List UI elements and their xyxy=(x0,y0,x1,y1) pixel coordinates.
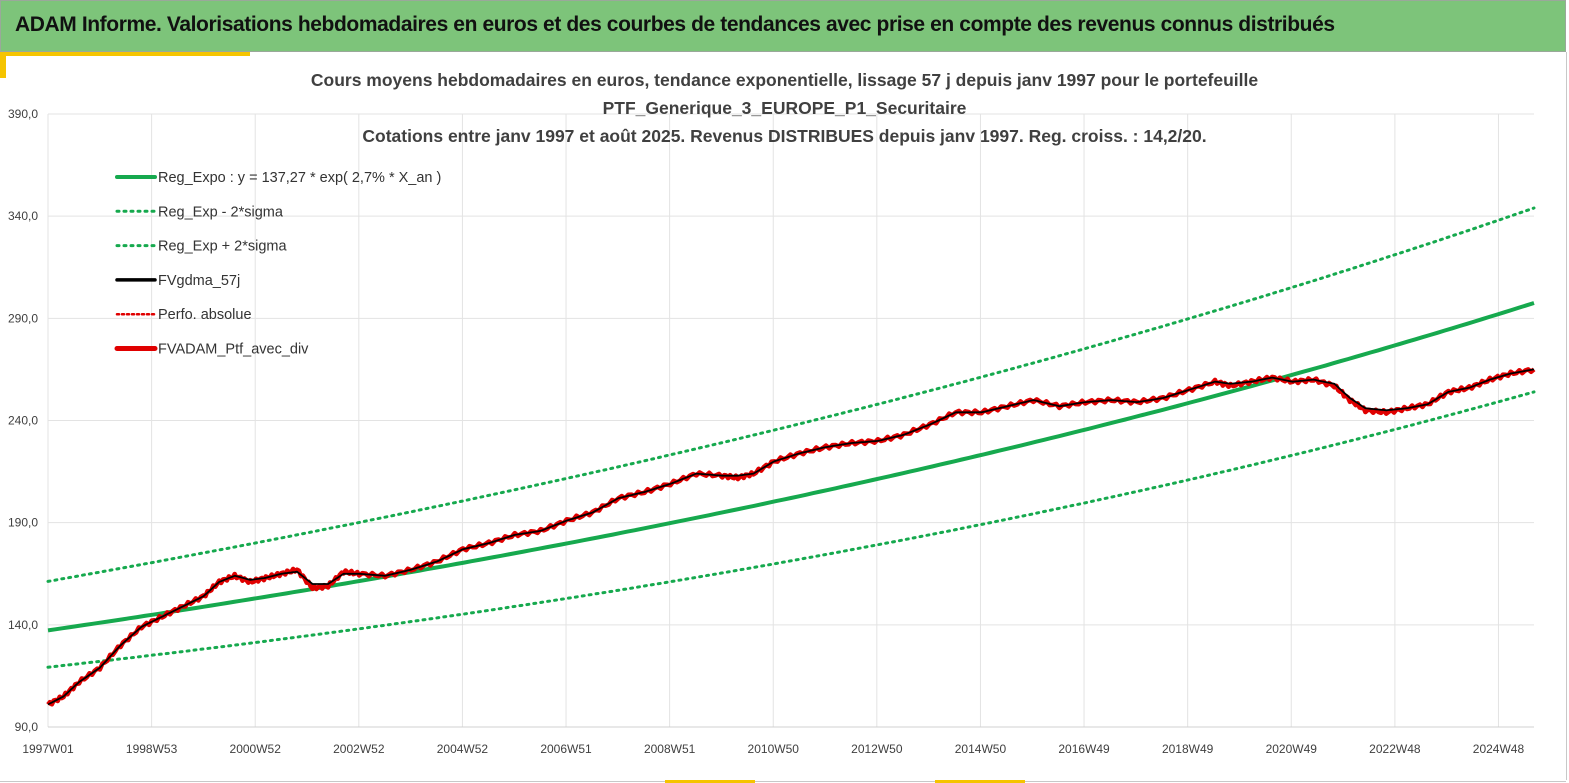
chart-title-line-3: Cotations entre janv 1997 et août 2025. … xyxy=(362,126,1207,146)
frame-border-right xyxy=(1566,52,1567,780)
legend: Reg_Expo : y = 137,27 * exp( 2,7% * X_an… xyxy=(114,170,441,358)
x-tick-label: 2022W48 xyxy=(1369,742,1421,756)
series-line-fvgdma-57j xyxy=(47,368,1535,706)
x-tick-label: 2024W48 xyxy=(1473,742,1525,756)
series-line-perfo-absolue xyxy=(47,368,1535,706)
accent-bar-top xyxy=(0,52,250,56)
y-tick-label: 140,0 xyxy=(8,618,38,632)
series-line-reg-exp-plus-2sigma xyxy=(46,206,1536,583)
x-tick-label: 2014W50 xyxy=(955,742,1007,756)
series-line-fvadam-ptf-avec-div xyxy=(46,367,1536,707)
chart-series xyxy=(46,206,1536,707)
y-tick-label: 340,0 xyxy=(8,209,38,223)
series-line-reg-exp-minus-2sigma xyxy=(46,390,1536,669)
x-tick-label: 2008W51 xyxy=(644,742,696,756)
x-tick-label: 2004W52 xyxy=(437,742,489,756)
legend-label: Reg_Exp + 2*sigma xyxy=(158,239,287,255)
chart-title-line-2: PTF_Generique_3_EUROPE_P1_Securitaire xyxy=(602,98,967,118)
x-tick-label: 2000W52 xyxy=(230,742,282,756)
legend-label: Perfo. absolue xyxy=(158,307,252,323)
x-tick-label: 2018W49 xyxy=(1162,742,1214,756)
frame-border-bottom xyxy=(0,781,1566,782)
legend-label: FVgdma_57j xyxy=(158,273,240,289)
legend-label: Reg_Exp - 2*sigma xyxy=(158,204,284,220)
accent-bar-bottom xyxy=(665,780,755,783)
x-tick-label: 2010W50 xyxy=(748,742,800,756)
header-title: ADAM Informe. Valorisations hebdomadaire… xyxy=(15,13,1335,36)
chart-grid xyxy=(47,113,1534,728)
x-tick-label: 1998W53 xyxy=(126,742,178,756)
series-line-reg-expo xyxy=(47,301,1535,633)
x-tick-label: 2002W52 xyxy=(333,742,385,756)
x-tick-label: 2020W49 xyxy=(1266,742,1318,756)
header-bar: ADAM Informe. Valorisations hebdomadaire… xyxy=(0,0,1566,52)
y-tick-label: 90,0 xyxy=(15,720,39,734)
y-axis: 90,0 140,0 190,0 240,0 290,0 340,0 390,0 xyxy=(8,107,38,734)
y-tick-label: 190,0 xyxy=(8,516,38,530)
x-tick-label: 2012W50 xyxy=(851,742,903,756)
y-tick-label: 290,0 xyxy=(8,311,38,325)
x-tick-label: 1997W01 xyxy=(22,742,74,756)
y-tick-label: 390,0 xyxy=(8,107,38,121)
y-tick-label: 240,0 xyxy=(8,414,38,428)
chart-title-line-1: Cours moyens hebdomadaires en euros, ten… xyxy=(310,70,1259,90)
legend-label: FVADAM_Ptf_avec_div xyxy=(158,342,309,358)
accent-bar-left xyxy=(0,52,6,78)
x-tick-label: 2016W49 xyxy=(1058,742,1110,756)
x-axis: 1997W01 1998W53 2000W52 2002W52 2004W52 2006W… xyxy=(22,742,1524,756)
x-tick-label: 2006W51 xyxy=(540,742,592,756)
accent-bar-bottom xyxy=(935,780,1025,783)
legend-label: Reg_Expo : y = 137,27 * exp( 2,7% * X_an… xyxy=(158,170,441,186)
